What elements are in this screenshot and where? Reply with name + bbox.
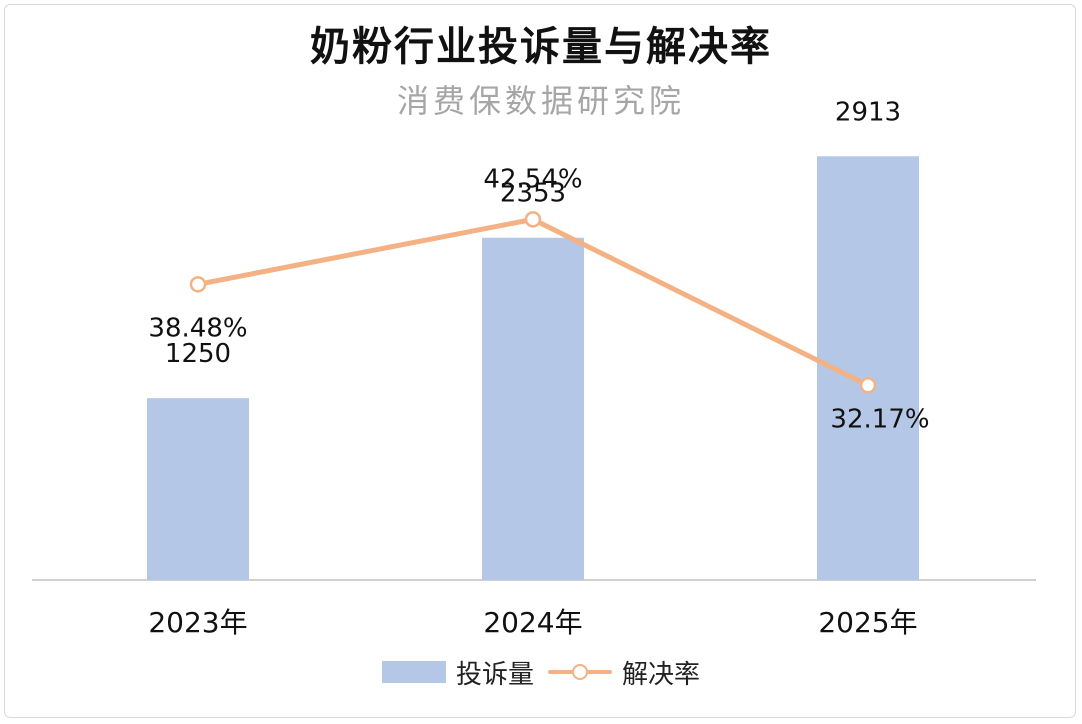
bar-value-label-0: 1250 <box>165 339 231 369</box>
chart-legend: 投诉量 解决率 <box>0 652 1082 692</box>
legend-item-complaints: 投诉量 <box>381 654 534 691</box>
x-tick-label-0: 2023年 <box>148 606 247 639</box>
bar-complaints-0 <box>147 398 249 580</box>
chart-title: 奶粉行业投诉量与解决率 <box>310 24 772 70</box>
bar-complaints-1 <box>482 237 584 580</box>
legend-label-resolution: 解决率 <box>622 659 701 690</box>
legend-item-resolution: 解决率 <box>548 654 700 691</box>
x-tick-label-1: 2024年 <box>483 606 582 639</box>
x-tick-label-2: 2025年 <box>818 606 917 639</box>
chart-subtitle: 消费保数据研究院 <box>396 82 685 120</box>
resolution-point-1 <box>524 211 542 228</box>
resolution-value-label-2: 32.17% <box>830 404 929 434</box>
resolution-point-2 <box>859 377 877 394</box>
resolution-value-label-1: 42.54% <box>483 164 582 194</box>
resolution-point-0 <box>189 276 207 293</box>
legend-swatch-bar <box>381 661 446 683</box>
bar-value-label-1: 2353 <box>500 179 566 209</box>
legend-swatch-line <box>548 661 612 683</box>
resolution-value-label-0: 38.48% <box>148 313 247 343</box>
legend-label-complaints: 投诉量 <box>455 659 534 690</box>
bar-value-label-2: 2913 <box>835 97 901 127</box>
